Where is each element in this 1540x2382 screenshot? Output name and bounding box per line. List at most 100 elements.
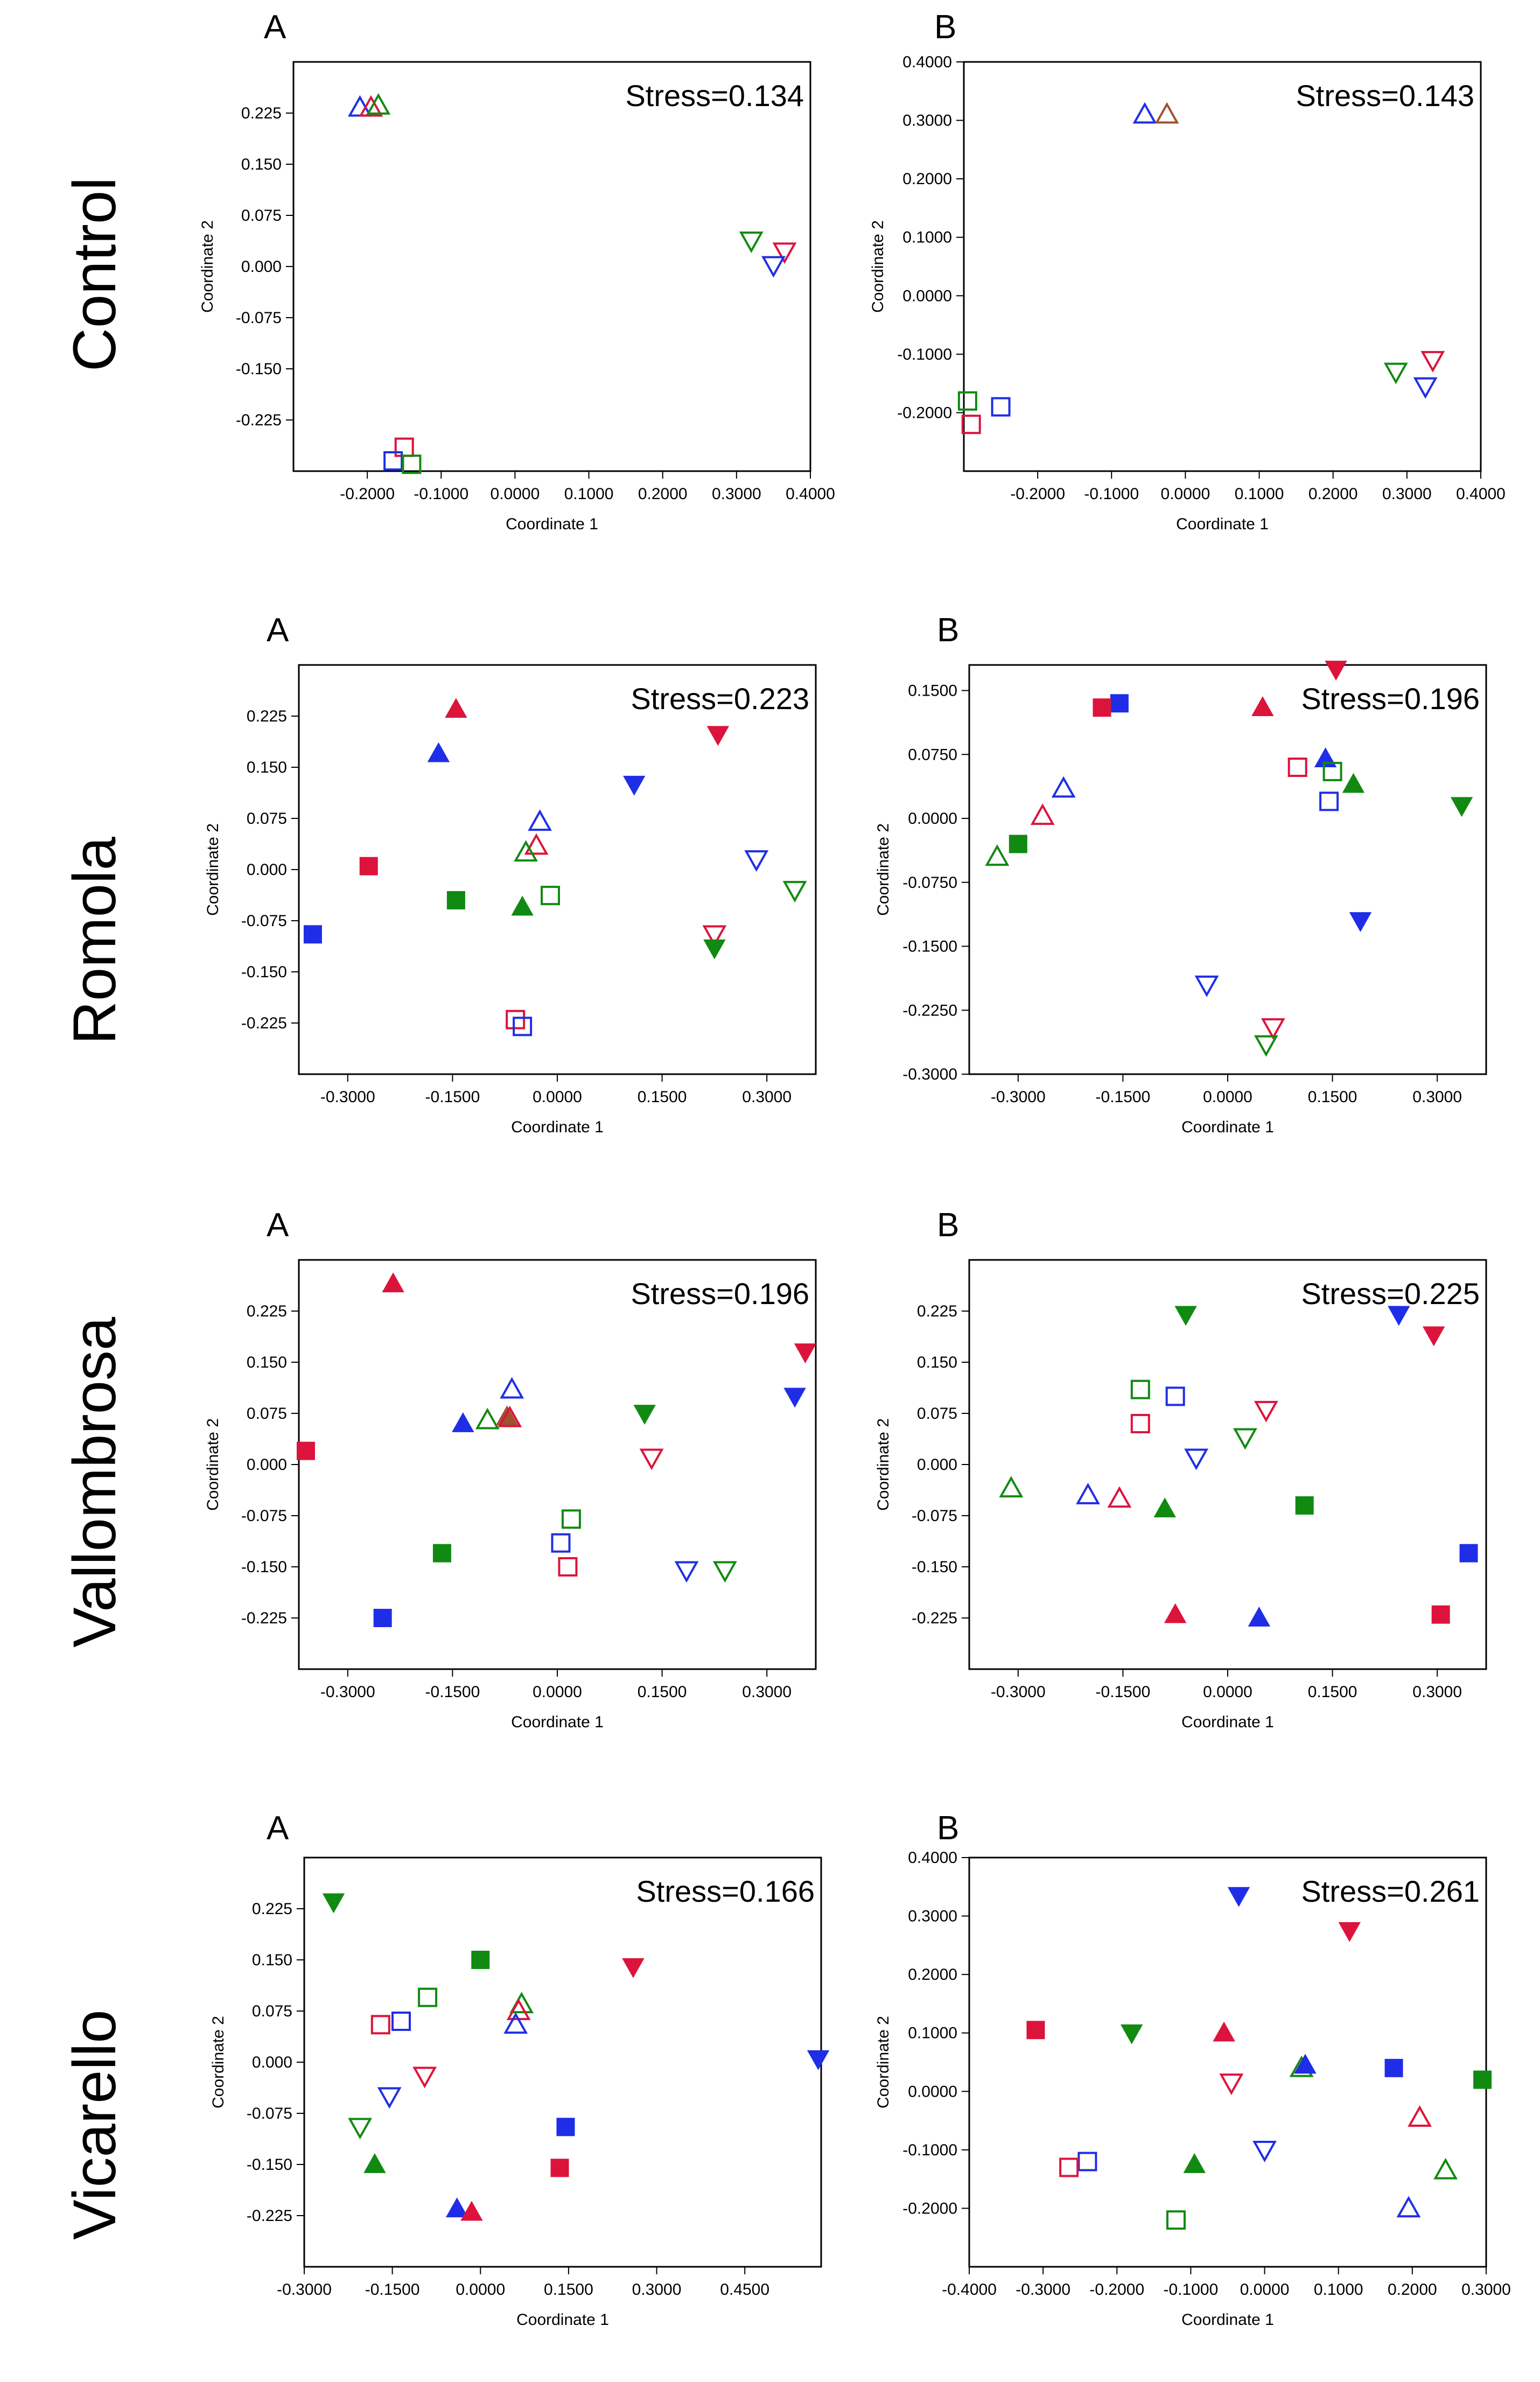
- y-tick-label: 0.225: [917, 1302, 957, 1320]
- stress-annotation: Stress=0.261: [1301, 1874, 1480, 1908]
- stress-annotation: Stress=0.196: [631, 1277, 809, 1311]
- data-point-triangle-down: [1174, 1306, 1197, 1326]
- x-tick-label: 0.3000: [632, 2281, 682, 2299]
- data-point-triangle-down: [622, 775, 646, 796]
- data-point-square: [370, 2015, 390, 2035]
- data-point-square: [418, 1987, 438, 2007]
- data-point-triangle-up: [359, 95, 383, 117]
- y-tick-label: 0.225: [247, 707, 287, 725]
- plot-frame: [292, 61, 811, 472]
- x-tick-label: 0.3000: [742, 1088, 792, 1106]
- y-tick-label: 0.000: [247, 861, 287, 879]
- data-point-square: [1093, 698, 1111, 717]
- x-tick-label: -0.1500: [1096, 1088, 1151, 1106]
- stress-annotation: Stress=0.225: [1301, 1277, 1480, 1311]
- data-point-triangle-down: [639, 1448, 664, 1470]
- data-point-square: [303, 925, 322, 944]
- data-point-square: [991, 397, 1011, 417]
- data-point-triangle-down: [744, 850, 769, 872]
- data-point-triangle-down: [377, 2087, 402, 2109]
- data-point-square: [961, 415, 981, 435]
- data-point-triangle-down: [1383, 362, 1408, 384]
- y-tick-label: -0.150: [241, 1558, 287, 1576]
- panel-letter-romola-b: B: [937, 612, 960, 649]
- x-tick-label: 0.1500: [544, 2281, 593, 2299]
- plot-frame: [968, 664, 1487, 1075]
- y-tick-label: -0.225: [912, 1609, 957, 1627]
- data-point-triangle-down: [739, 232, 764, 253]
- data-point-triangle-down: [1450, 797, 1473, 817]
- y-tick-label: -0.075: [241, 1507, 287, 1525]
- data-point-square: [373, 1609, 392, 1627]
- x-tick-label: 0.1000: [1235, 485, 1284, 503]
- data-point-triangle-down: [1422, 1326, 1445, 1347]
- x-tick-label: 0.1500: [638, 1088, 687, 1106]
- y-tick-label: -0.225: [236, 411, 282, 429]
- data-point-square: [1130, 1414, 1150, 1433]
- data-point-triangle-down: [703, 939, 726, 959]
- data-point-triangle-down: [1261, 1018, 1285, 1040]
- chart-control-b: -0.2000 -0.1000 0.0000 0.1000 0.2000 0.3000 0.…: [869, 53, 1506, 533]
- data-point-square: [556, 2118, 575, 2136]
- plot-frame: [303, 1856, 822, 2268]
- data-point-triangle-down: [412, 2066, 437, 2089]
- data-point-triangle-up: [1164, 1603, 1187, 1623]
- data-point-triangle-up: [1076, 1482, 1100, 1504]
- y-tick-label: -0.225: [241, 1609, 287, 1627]
- chart-romola-b: -0.3000 -0.1500 0.0000 0.1500 0.3000 0.1500 0.…: [874, 661, 1487, 1136]
- x-tick-label: -0.2000: [1089, 2281, 1144, 2299]
- y-tick-label: 0.075: [252, 2002, 292, 2020]
- y-tick-label: -0.3000: [902, 1066, 957, 1083]
- data-point-triangle-down: [1219, 2073, 1244, 2096]
- y-tick-label: 0.000: [241, 258, 282, 276]
- y-tick-label: 0.1000: [902, 229, 952, 247]
- data-point-triangle-down: [782, 881, 807, 903]
- data-point-square: [1110, 694, 1129, 713]
- data-point-square: [513, 1017, 533, 1036]
- data-point-triangle-down: [794, 1343, 817, 1364]
- data-point-triangle-up: [366, 93, 391, 115]
- y-tick-label: 0.075: [241, 207, 282, 225]
- data-point-triangle-up: [1051, 776, 1076, 798]
- x-tick-label: 0.2000: [638, 485, 688, 503]
- data-point-triangle-down: [1349, 912, 1372, 933]
- data-point-triangle-up: [427, 742, 450, 762]
- x-tick-label: -0.2000: [1010, 485, 1065, 503]
- data-point-square: [957, 391, 977, 411]
- y-tick-label: -0.150: [912, 1558, 957, 1576]
- panel-letter-control-a: A: [264, 9, 286, 46]
- data-point-square: [296, 1441, 315, 1460]
- y-tick-label: -0.0750: [902, 874, 957, 892]
- x-tick-label: -0.3000: [1016, 2281, 1070, 2299]
- y-tick-label: 0.3000: [908, 1908, 957, 1925]
- data-point-triangle-up: [1251, 696, 1274, 716]
- y-tick-label: 0.000: [247, 1456, 287, 1474]
- data-point-triangle-down: [1325, 661, 1347, 681]
- x-axis-label: Coordinate 1: [1181, 2311, 1274, 2329]
- x-tick-label: 0.3000: [742, 1683, 792, 1701]
- x-tick-label: 0.0000: [456, 2281, 505, 2299]
- data-point-triangle-up: [1294, 2054, 1317, 2074]
- y-axis-label: Coordinate 2: [869, 220, 887, 313]
- data-point-triangle-down: [783, 1388, 806, 1408]
- data-point-triangle-up: [452, 1412, 474, 1432]
- chart-control-a: -0.2000 -0.1000 0.0000 0.1000 0.2000 0.3000 0.…: [199, 61, 835, 533]
- y-tick-label: 0.000: [252, 2054, 292, 2071]
- data-point-triangle-up: [1342, 773, 1365, 793]
- y-axis-label: Coordinate 2: [874, 823, 892, 916]
- x-tick-label: -0.3000: [277, 2281, 332, 2299]
- data-point-triangle-down: [1413, 377, 1438, 399]
- y-axis-label: Coordinate 2: [204, 823, 222, 916]
- y-tick-label: 0.225: [252, 1900, 292, 1918]
- x-tick-label: 0.0000: [1203, 1683, 1252, 1701]
- data-point-triangle-up: [514, 840, 538, 862]
- y-tick-label: 0.3000: [902, 112, 952, 130]
- data-point-triangle-up: [475, 1407, 500, 1430]
- x-tick-label: -0.2000: [340, 485, 395, 503]
- x-tick-label: 0.1000: [1314, 2281, 1363, 2299]
- y-axis-label: Coordinate 2: [874, 2016, 892, 2108]
- data-point-triangle-up: [498, 1405, 522, 1427]
- data-point-square: [551, 1533, 571, 1553]
- data-point-square: [359, 857, 378, 875]
- y-tick-label: 0.225: [241, 104, 282, 122]
